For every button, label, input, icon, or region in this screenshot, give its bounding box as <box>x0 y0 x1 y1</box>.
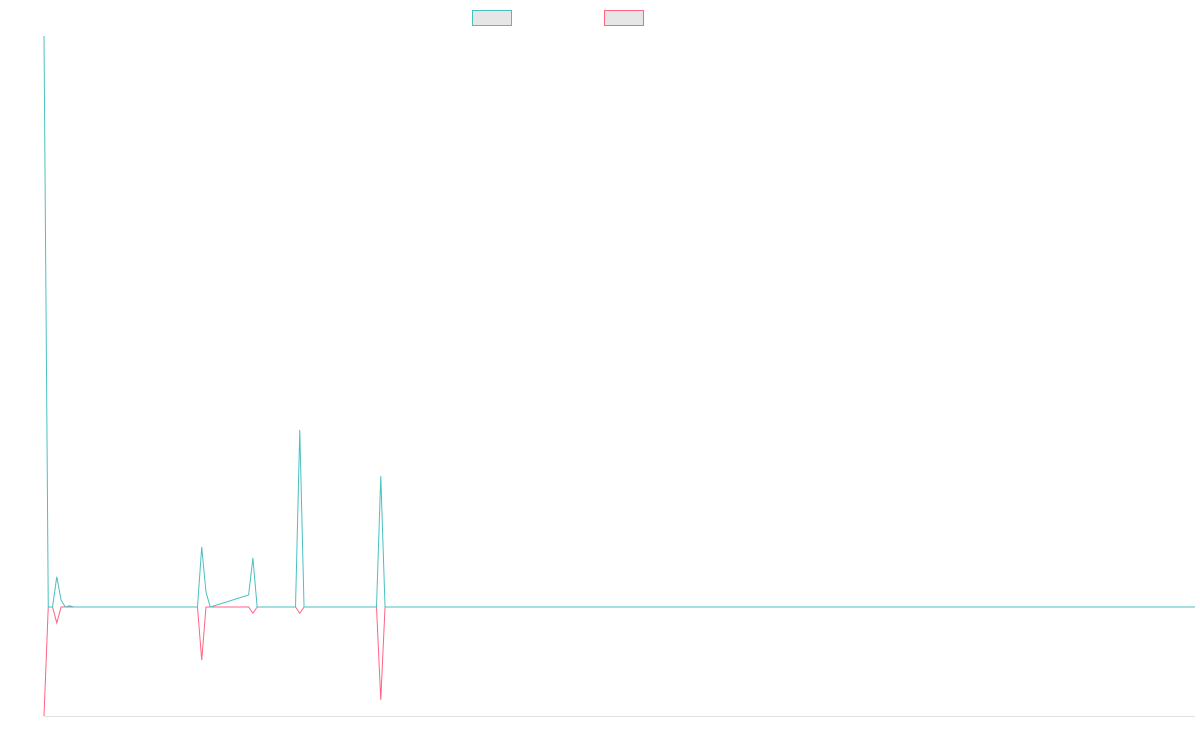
data-line <box>43 35 1195 608</box>
data-line <box>43 606 1195 717</box>
legend-swatch <box>604 10 644 26</box>
legend-swatch <box>472 10 512 26</box>
